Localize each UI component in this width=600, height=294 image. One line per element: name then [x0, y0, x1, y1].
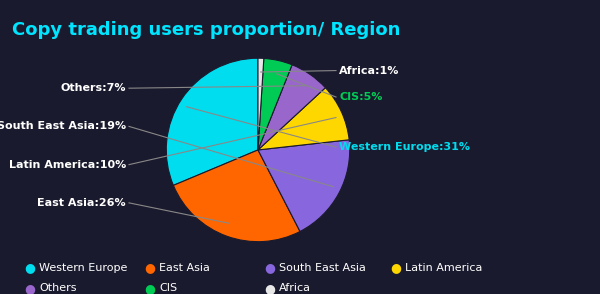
Text: Western Europe: Western Europe — [39, 263, 127, 273]
Text: East Asia:26%: East Asia:26% — [37, 198, 126, 208]
Text: Others:7%: Others:7% — [61, 83, 126, 93]
Wedge shape — [258, 59, 292, 150]
Text: ●: ● — [144, 282, 155, 294]
Text: ●: ● — [264, 261, 275, 274]
Text: Latin America: Latin America — [405, 263, 482, 273]
Text: Latin America:10%: Latin America:10% — [9, 160, 126, 170]
Text: ●: ● — [390, 261, 401, 274]
Text: South East Asia:19%: South East Asia:19% — [0, 121, 126, 131]
Text: Africa: Africa — [279, 283, 311, 293]
Text: ●: ● — [264, 282, 275, 294]
Text: CIS: CIS — [159, 283, 177, 293]
Text: Copy trading users proportion/ Region: Copy trading users proportion/ Region — [12, 21, 400, 39]
Text: ●: ● — [24, 261, 35, 274]
Text: Western Europe:31%: Western Europe:31% — [339, 142, 470, 152]
Text: Others: Others — [39, 283, 77, 293]
Wedge shape — [258, 58, 264, 150]
Wedge shape — [166, 58, 258, 186]
Text: Africa:1%: Africa:1% — [339, 66, 400, 76]
Wedge shape — [173, 150, 300, 242]
Wedge shape — [258, 65, 325, 150]
Wedge shape — [258, 140, 350, 231]
Text: South East Asia: South East Asia — [279, 263, 366, 273]
Text: East Asia: East Asia — [159, 263, 210, 273]
Wedge shape — [258, 88, 349, 150]
Text: ●: ● — [24, 282, 35, 294]
Text: CIS:5%: CIS:5% — [339, 92, 382, 102]
Text: ●: ● — [144, 261, 155, 274]
